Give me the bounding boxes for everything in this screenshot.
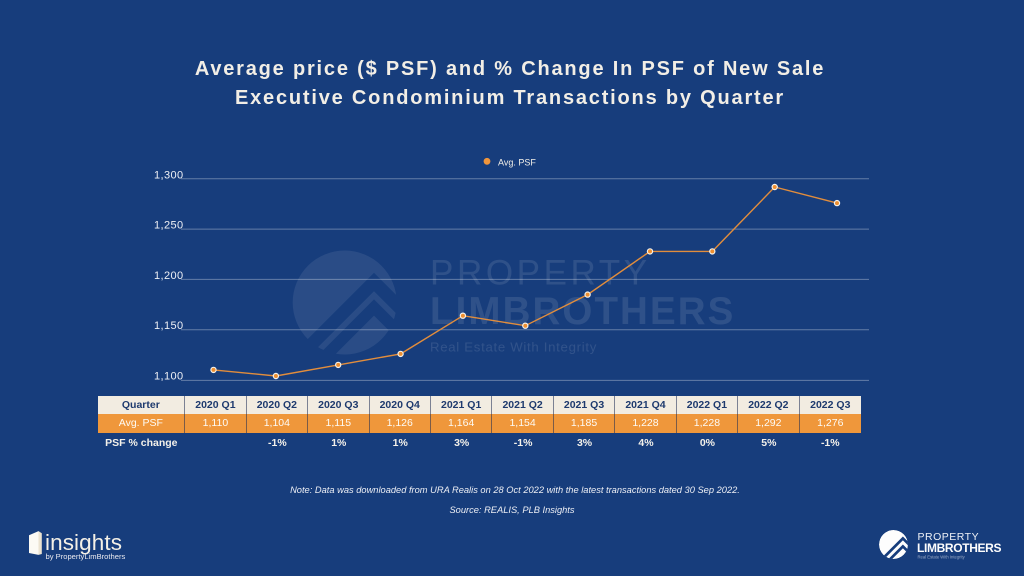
svg-text:1,300: 1,300 (154, 169, 184, 181)
svg-text:1,200: 1,200 (154, 270, 184, 282)
svg-text:Real Estate With Integrity: Real Estate With Integrity (430, 340, 597, 355)
svg-text:1,150: 1,150 (154, 320, 184, 332)
svg-text:1,250: 1,250 (154, 220, 184, 232)
svg-text:PROPERTY: PROPERTY (430, 254, 651, 293)
svg-text:Real Estate With Integrity: Real Estate With Integrity (918, 555, 966, 560)
svg-text:1,100: 1,100 (154, 371, 184, 383)
svg-text:Avg. PSF: Avg. PSF (498, 157, 536, 167)
